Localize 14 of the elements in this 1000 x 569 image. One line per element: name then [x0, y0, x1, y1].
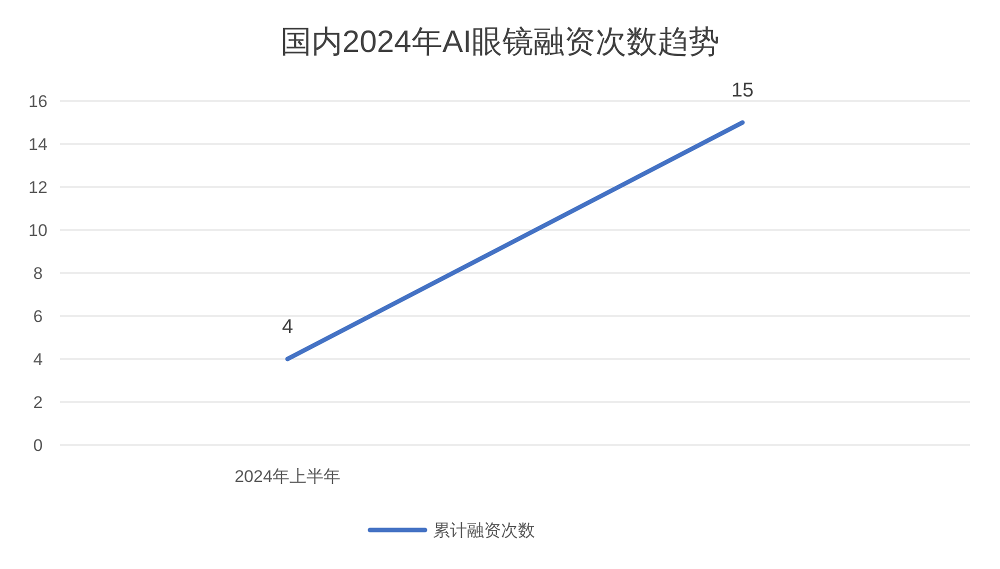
data-label: 4: [282, 316, 294, 338]
y-tick-label: 14: [28, 135, 48, 154]
y-tick-label: 16: [28, 92, 48, 111]
data-label: 15: [731, 80, 754, 102]
legend-label: 累计融资次数: [433, 521, 535, 540]
y-tick-label: 12: [28, 178, 48, 197]
y-tick-label: 2: [33, 393, 43, 412]
x-tick-label: 2024年上半年: [234, 467, 340, 486]
y-tick-label: 10: [28, 221, 48, 240]
y-tick-label: 0: [33, 436, 43, 455]
y-tick-label: 4: [33, 350, 43, 369]
y-tick-label: 8: [33, 264, 43, 283]
chart-title: 国内2024年AI眼镜融资次数趋势: [280, 24, 720, 59]
y-tick-label: 6: [33, 307, 43, 326]
